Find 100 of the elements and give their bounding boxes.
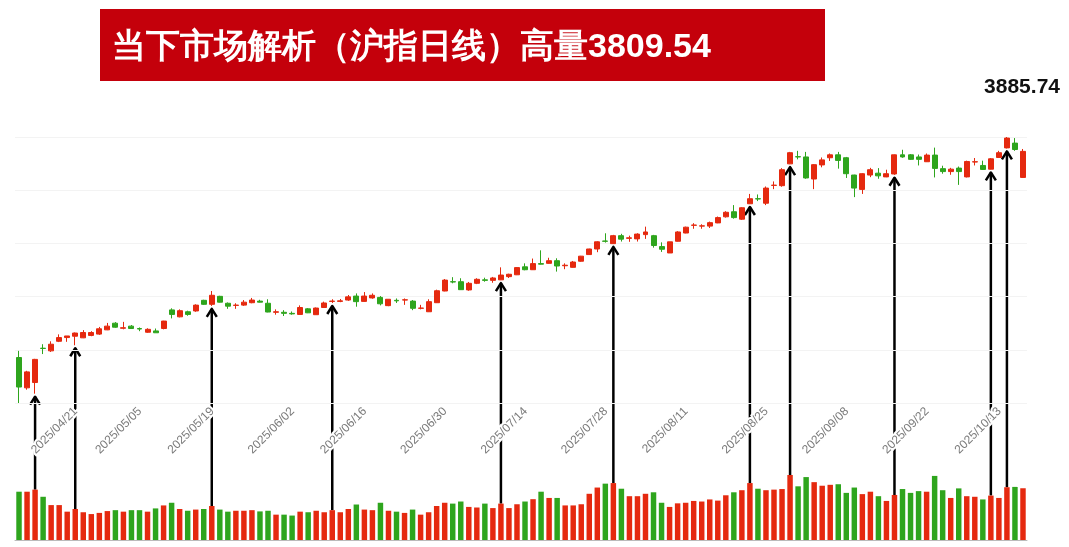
bar [401,512,408,540]
bar [450,503,456,540]
bar [345,509,352,540]
bar [578,504,584,540]
candlestick [618,233,624,243]
bar [16,491,22,540]
candlestick [916,154,922,166]
candlestick [514,266,520,276]
bar [104,511,111,540]
candlestick [530,258,536,271]
bar [217,509,223,540]
candlestick [538,249,544,265]
candlestick [418,304,424,310]
bar [241,510,247,540]
bar [329,510,335,540]
candlestick [426,298,432,313]
candlestick [137,326,142,332]
bar [851,487,858,540]
candlestick [763,185,769,206]
candlestick [64,335,70,343]
candlestick [345,294,351,302]
candlestick [594,240,600,253]
bar [755,488,761,540]
bar [674,503,681,540]
candlestick [225,301,231,310]
bar [281,514,287,540]
candlestick [875,167,881,180]
bar [915,491,922,540]
candlestick [787,151,793,165]
candlestick [56,333,62,343]
candlestick [667,241,673,254]
bar [956,488,962,540]
candlestick [72,332,78,346]
candlestick [851,174,857,198]
bar [538,491,544,540]
bar [313,510,319,540]
bar [562,505,568,540]
bar [666,506,673,540]
candlestick [891,154,897,176]
bar [594,487,601,540]
bar [996,497,1002,540]
candlestick [321,301,327,309]
bar [586,493,592,540]
candlestick [675,230,681,243]
candlestick [442,278,448,292]
bar [24,491,30,540]
bar [843,492,850,540]
bar [980,499,986,540]
candlestick [908,153,914,161]
candlestick [578,255,584,263]
candlestick [329,298,335,304]
candlestick [964,160,970,178]
candlestick [819,156,825,168]
candlestick [570,260,576,269]
bar [112,510,119,540]
bar [466,506,472,540]
bar [441,502,448,540]
text: 3885.74 [984,74,1060,98]
chart-title: 当下市场解析（沪指日线）高量3809.54 [100,9,825,81]
candlestick [498,266,504,281]
candlestick [924,152,930,163]
candlestick [1004,136,1010,149]
bar [361,509,368,540]
candlestick [209,290,215,307]
candlestick [305,307,311,314]
candlestick [32,358,38,395]
candlestick [450,276,456,284]
bar [233,510,239,540]
candlestick [394,297,399,304]
bar [923,491,930,540]
candlestick [185,310,191,317]
bar [707,499,713,540]
bar [490,508,496,540]
candlestick [731,204,737,220]
bar [514,504,520,540]
bar [642,493,649,540]
bar [433,506,440,540]
candlestick [586,248,592,256]
bar [482,503,488,540]
candlestick [353,292,359,308]
bar [964,496,970,540]
bar [1020,488,1026,540]
candlestick [289,311,295,316]
bar [610,483,617,540]
bar [947,497,954,540]
candlestick [313,307,319,316]
bar [201,509,207,540]
candlestick [153,328,159,334]
bar [353,504,360,540]
candlestick [883,169,889,178]
candlestick [434,289,440,304]
bar [771,489,777,540]
candlestick [755,193,761,202]
candlestick [482,277,488,283]
bar [682,502,689,540]
bar [546,497,552,540]
bar [184,510,191,540]
bar [554,497,560,540]
candlestick [634,232,640,243]
candlestick [659,241,665,253]
